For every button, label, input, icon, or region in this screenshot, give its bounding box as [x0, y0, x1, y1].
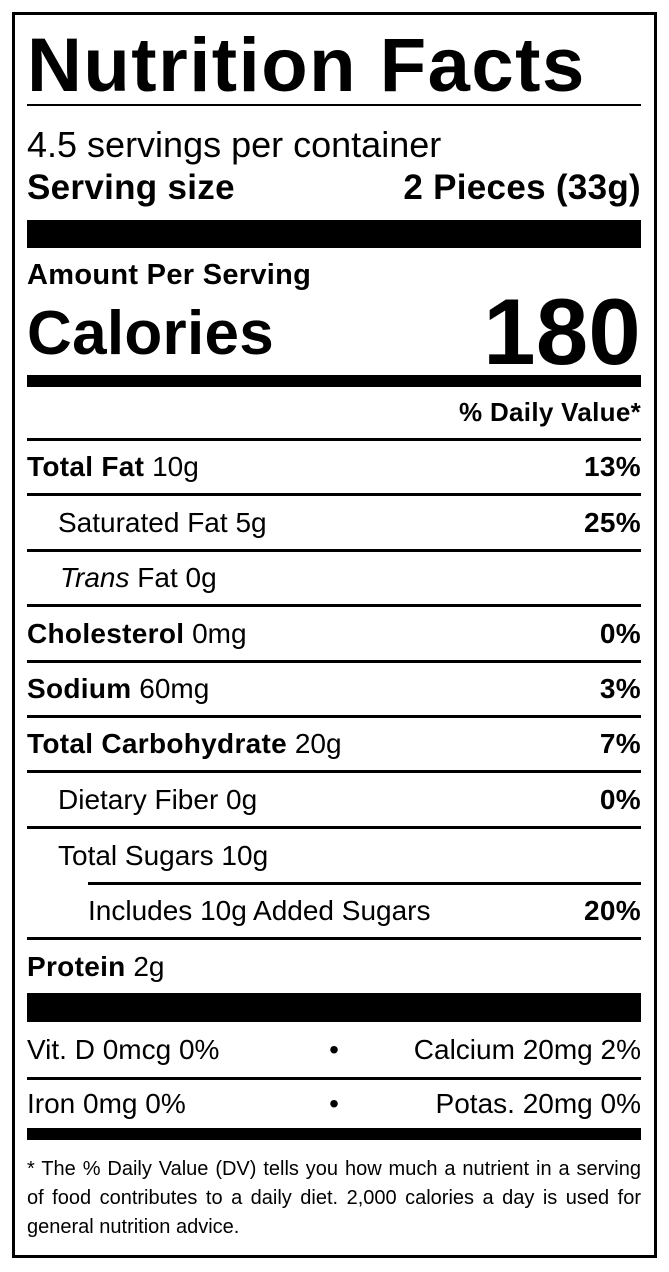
thick-divider — [27, 220, 641, 248]
nutrient-amount: 0mg — [192, 617, 247, 649]
serving-size-value: 2 Pieces (33g) — [403, 168, 641, 207]
nutrient-amount: 5g — [235, 506, 267, 538]
nutrient-label: Trans — [60, 562, 130, 593]
nutrient-amount: 0g — [226, 783, 258, 815]
vitamin-right: Calcium 20mg 2% — [413, 1033, 641, 1065]
nutrient-dv: 13% — [584, 451, 641, 482]
nutrient-dv: 0% — [599, 783, 641, 815]
serving-size-row: Serving size 2 Pieces (33g) — [27, 166, 641, 210]
nutrient-dv: 3% — [599, 673, 641, 704]
nutrient-dv: 20% — [584, 895, 641, 926]
vitamin-right: Potas. 20mg 0% — [435, 1088, 641, 1119]
calories-value: 180 — [483, 279, 641, 384]
nutrient-amount: 60mg — [139, 673, 210, 704]
nutrient-label: Protein — [27, 950, 126, 982]
divider — [27, 104, 641, 106]
nutrient-saturated-fat: Saturated Fat 5g 25% — [27, 496, 641, 549]
divider — [27, 937, 641, 940]
bullet: • — [329, 1088, 339, 1119]
nutrient-label: Total Sugars — [58, 839, 214, 871]
divider — [27, 1077, 641, 1080]
divider — [27, 660, 641, 663]
nutrient-label: Cholesterol — [27, 617, 185, 649]
nutrient-cholesterol: Cholesterol 0mg 0% — [27, 607, 641, 660]
vitamin-row: Vit. D 0mcg 0% • Calcium 20mg 2% — [27, 1022, 641, 1077]
nutrient-label-rest: Fat — [137, 562, 178, 593]
nutrient-label: Dietary Fiber — [58, 783, 219, 815]
nutrient-dv: 25% — [584, 506, 641, 538]
serving-size-label: Serving size — [27, 168, 235, 207]
label-title: Nutrition Facts — [27, 23, 586, 108]
nutrient-amount: 20g — [294, 728, 342, 759]
nutrient-label: Total Fat — [27, 451, 145, 482]
nutrient-total-sugars: Total Sugars 10g — [27, 829, 641, 882]
vitamin-left: Iron 0mg 0% — [27, 1088, 186, 1119]
amount-per-serving: Amount Per Serving — [27, 259, 312, 291]
servings-per-container: 4.5 servings per container — [27, 124, 442, 165]
nutrient-dv: 7% — [599, 728, 641, 759]
nutrient-label: Total Carbohydrate — [27, 728, 288, 759]
thick-divider — [27, 993, 641, 1022]
nutrient-amount: 2g — [133, 950, 165, 982]
footnote: * The % Daily Value (DV) tells you how m… — [27, 1158, 641, 1238]
nutrient-sodium: Sodium 60mg 3% — [27, 663, 641, 715]
nutrient-label: Sodium — [27, 673, 132, 704]
nutrient-added-sugars: Includes 10g Added Sugars 20% — [27, 885, 641, 937]
label-border — [12, 12, 657, 1258]
nutrient-dietary-fiber: Dietary Fiber 0g 0% — [27, 773, 641, 826]
nutrient-total-carbohydrate: Total Carbohydrate 20g 7% — [27, 718, 641, 770]
vitamin-row: Iron 0mg 0% • Potas. 20mg 0% — [27, 1080, 641, 1128]
vitamin-left: Vit. D 0mcg 0% — [27, 1033, 220, 1065]
nutrient-total-fat: Total Fat 10g 13% — [27, 441, 641, 493]
divider — [27, 493, 641, 496]
nutrient-amount: 0g — [185, 562, 217, 593]
divider — [27, 549, 641, 552]
nutrient-label: Saturated Fat — [58, 506, 228, 538]
daily-value-header: % Daily Value* — [459, 397, 641, 427]
divider — [27, 604, 641, 607]
nutrient-label: Includes 10g Added Sugars — [88, 895, 431, 926]
nutrient-trans-fat: Trans Fat 0g — [27, 552, 641, 604]
nutrient-dv: 0% — [599, 617, 641, 649]
divider — [27, 826, 641, 829]
divider — [88, 882, 641, 885]
nutrient-amount: 10g — [152, 451, 199, 482]
medium-divider — [27, 1128, 641, 1140]
divider — [27, 770, 641, 773]
nutrient-amount: 10g — [221, 839, 269, 871]
divider — [27, 438, 641, 441]
bullet: • — [329, 1033, 339, 1065]
nutrient-protein: Protein 2g — [27, 940, 641, 993]
medium-divider — [27, 375, 641, 387]
divider — [27, 715, 641, 718]
calories-label: Calories — [27, 299, 275, 368]
